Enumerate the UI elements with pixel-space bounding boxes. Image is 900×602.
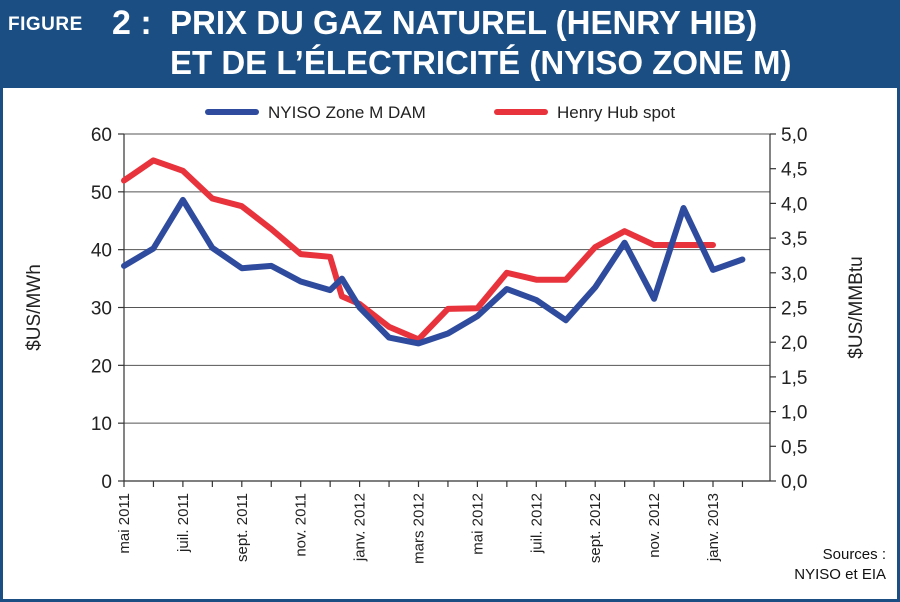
- x-tick-label: nov. 2012: [646, 493, 663, 558]
- chart-title-line1: PRIX DU GAZ NATUREL (HENRY HIB): [170, 4, 758, 41]
- y-left-tick-label: 60: [91, 125, 112, 146]
- y-right-axis-title: $US/MMBtu: [846, 256, 867, 358]
- y-left-axis-title: $US/MWh: [24, 264, 45, 351]
- x-tick-label: janv. 2013: [705, 493, 722, 562]
- y-right-tick-label: 3,5: [781, 229, 807, 250]
- legend-label-nyiso: NYISO Zone M DAM: [268, 103, 426, 122]
- y-right-tick-label: 3,0: [781, 264, 807, 285]
- x-tick-label: mars 2012: [411, 493, 428, 564]
- source-label: Sources :: [822, 546, 886, 563]
- x-tick-label: sept. 2012: [587, 493, 604, 563]
- x-tick-label: juil. 2012: [528, 493, 545, 554]
- y-left-tick-label: 50: [91, 183, 112, 204]
- nyiso-series-line: [121, 196, 746, 347]
- figure-label: FIGURE: [8, 14, 83, 35]
- y-right-tick-label: 1,0: [781, 403, 807, 424]
- y-right-tick-label: 2,0: [781, 333, 807, 354]
- y-right-tick-label: 4,0: [781, 194, 807, 215]
- legend-label-henry-hub: Henry Hub spot: [557, 103, 675, 122]
- source-text: NYISO et EIA: [794, 566, 886, 583]
- y-left-tick-label: 30: [91, 299, 112, 320]
- y-left-tick-label: 40: [91, 241, 112, 262]
- x-tick-label: juil. 2011: [175, 493, 192, 553]
- title-banner: FIGURE 2 : PRIX DU GAZ NATUREL (HENRY HI…: [0, 0, 900, 88]
- y-right-tick-label: 2,5: [781, 299, 807, 320]
- chart-title-line2: ET DE L’ÉLECTRICITÉ (NYISO ZONE M): [170, 44, 792, 81]
- x-tick-label: mai 2011: [116, 493, 133, 554]
- y-right-tick-label: 1,5: [781, 368, 807, 389]
- figure-number: 2 :: [112, 4, 152, 42]
- y-left-tick-label: 20: [91, 356, 112, 377]
- y-left-tick-label: 10: [91, 414, 112, 435]
- y-right-tick-label: 4,5: [781, 160, 807, 181]
- y-right-tick-label: 0,0: [781, 472, 807, 493]
- y-right-tick-label: 5,0: [781, 125, 807, 146]
- x-tick-label: mai 2012: [469, 493, 486, 555]
- y-left-tick-label: 0: [101, 472, 112, 493]
- x-tick-label: sept. 2011: [234, 493, 251, 562]
- x-tick-label: janv. 2012: [352, 493, 369, 562]
- x-tick-label: nov. 2011: [293, 493, 310, 557]
- henry-hub-series-line: [121, 157, 716, 343]
- y-right-tick-label: 0,5: [781, 437, 807, 458]
